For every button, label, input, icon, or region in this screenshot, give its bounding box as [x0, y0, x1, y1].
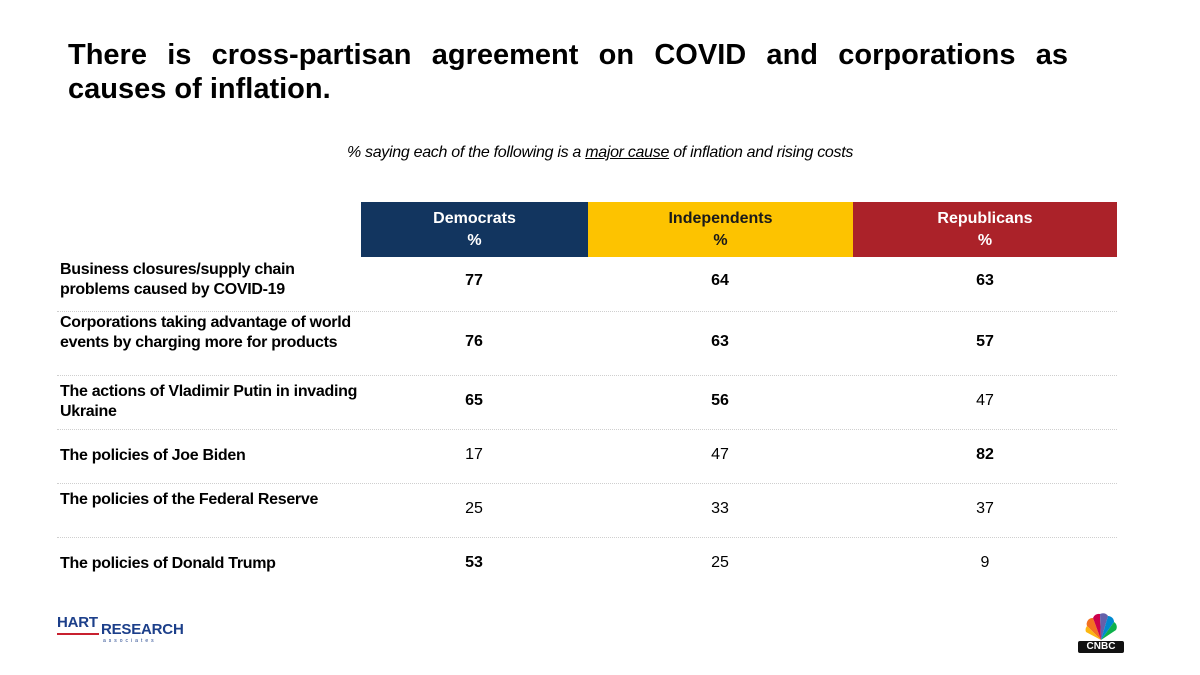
- cell-value: 47: [976, 392, 994, 409]
- row-label: The actions of Vladimir Putin in invadin…: [60, 383, 358, 420]
- row-divider: [57, 429, 1117, 430]
- row-divider: [57, 311, 1117, 312]
- cell-value: 65: [465, 392, 483, 409]
- hart-logo-line2: RESEARCH: [101, 621, 184, 638]
- row-divider: [57, 483, 1117, 484]
- cell-value: 33: [711, 500, 729, 517]
- chart-subtitle: % saying each of the following is a majo…: [0, 144, 1200, 162]
- cell-value: 82: [976, 446, 994, 463]
- header-republicans-label: Republicans: [937, 210, 1033, 227]
- row-divider: [57, 537, 1117, 538]
- subtitle-before: % saying each of the following is a: [346, 144, 582, 161]
- cell-value: 63: [711, 333, 729, 350]
- cell-value: 64: [711, 272, 729, 289]
- row-label: The policies of Joe Biden: [60, 447, 246, 464]
- cell-value: 25: [711, 554, 729, 571]
- header-independents-unit: %: [713, 232, 728, 249]
- header-democrats-label: Democrats: [433, 210, 516, 227]
- hart-logo-line3: associates: [103, 638, 157, 644]
- row-label: Corporations taking advantage of world e…: [60, 314, 351, 351]
- cell-value: 56: [711, 392, 729, 409]
- cell-value: 47: [711, 446, 729, 463]
- page-title: There is cross-partisan agreement on COV…: [68, 39, 1068, 105]
- cell-value: 9: [980, 554, 990, 571]
- cell-value: 76: [465, 333, 483, 350]
- cell-value: 37: [976, 500, 994, 517]
- header-independents: Independents %: [588, 202, 853, 257]
- hart-logo-line1: HART: [57, 614, 98, 631]
- cnbc-wordmark: CNBC: [1078, 641, 1124, 653]
- subtitle-after: of inflation and rising costs: [673, 144, 854, 161]
- hart-logo-rule: [57, 633, 99, 635]
- row-label: Business closures/supply chain problems …: [60, 261, 295, 298]
- header-independents-label: Independents: [668, 210, 773, 227]
- cell-value: 17: [465, 446, 483, 463]
- cell-value: 53: [465, 554, 483, 571]
- header-democrats: Democrats %: [361, 202, 588, 257]
- peacock-icon: [1085, 613, 1117, 640]
- header-democrats-unit: %: [467, 232, 482, 249]
- header-republicans: Republicans %: [853, 202, 1117, 257]
- row-label: The policies of Donald Trump: [60, 555, 276, 572]
- cell-value: 25: [465, 500, 483, 517]
- row-divider: [57, 375, 1117, 376]
- cell-value: 63: [976, 272, 994, 289]
- cnbc-peacock-logo: CNBC: [1078, 612, 1124, 654]
- row-label: The policies of the Federal Reserve: [60, 491, 319, 508]
- cell-value: 77: [465, 272, 483, 289]
- cell-value: 57: [976, 333, 994, 350]
- hart-research-logo: HART RESEARCH associates: [57, 614, 189, 646]
- header-republicans-unit: %: [977, 232, 993, 249]
- subtitle-emphasis: major cause: [585, 144, 670, 161]
